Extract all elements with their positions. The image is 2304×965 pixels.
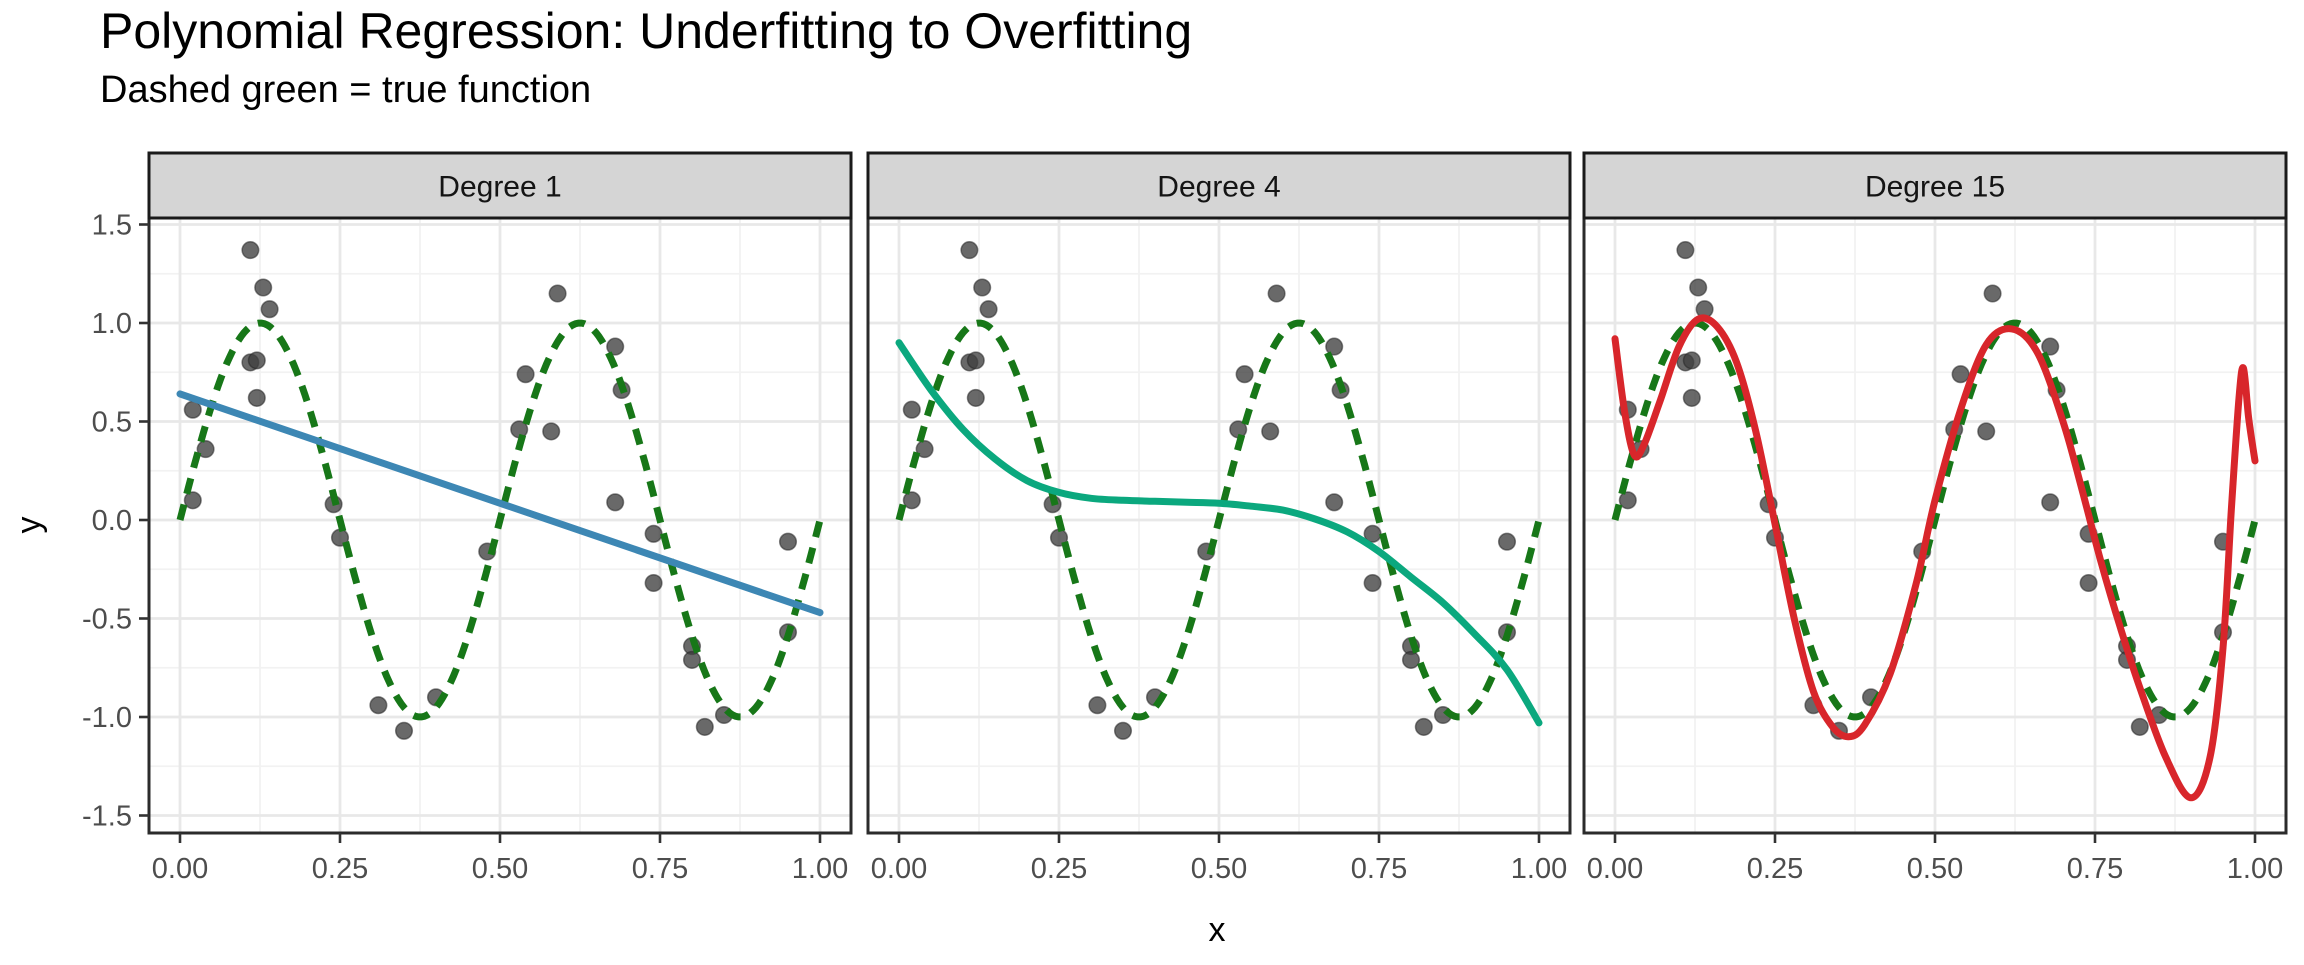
y-tick-label: -1.0 [82,702,132,734]
fit-curve [1611,314,2259,802]
data-point [254,278,273,297]
data-point [247,388,266,407]
data-point [682,650,702,669]
data-point [973,278,992,297]
x-tick-label: 0.25 [312,853,368,885]
data-point [606,337,625,356]
data-point [260,300,279,319]
true-function-curve [176,319,824,721]
data-point [902,491,921,510]
data-point [644,524,663,543]
data-point [1977,422,1996,441]
data-point [183,491,202,510]
data-point [902,400,921,419]
x-tick-label: 1.00 [1511,853,1567,885]
true-function-curve [1611,319,2259,721]
points-layer [183,241,798,740]
y-tick-label: 1.0 [92,308,132,340]
data-point [1325,337,1344,356]
data-point [1689,278,1708,297]
data-point [1682,351,1701,370]
y-tick-label: -0.5 [82,604,132,636]
data-point [1363,573,1382,593]
data-point [542,422,561,441]
facet-panel: Degree 1 0.00 0.25 0.50 0.75 1.00 1.5 1.0 0.5 0.0… [82,151,853,885]
data-point [1261,422,1280,441]
data-point [548,284,567,303]
x-tick-label: 0.25 [1031,853,1087,885]
facet-strip-label: Degree 1 [438,171,561,204]
fit-curve [895,339,1543,727]
chart-subtitle: Dashed green = true function [100,69,591,111]
data-point [606,493,625,512]
true-function-curve [895,319,1543,721]
data-point [1618,491,1637,510]
x-tick-label: 1.00 [2227,853,2283,885]
data-point [1325,493,1344,512]
facet-strip-label: Degree 15 [1865,171,2005,204]
y-tick-label: -1.5 [82,801,132,833]
data-point [778,532,798,551]
panels-group: Degree 1 0.00 0.25 0.50 0.75 1.00 1.5 1.0 0.5 0.0… [82,151,2288,885]
data-point [966,351,985,370]
facet-strip-label: Degree 4 [1157,171,1280,204]
x-tick-label: 0.00 [152,853,208,885]
data-point [2041,337,2060,356]
data-point [1401,650,1421,669]
facet-panel: Degree 4 0.00 0.25 0.50 0.75 1.00 [866,151,1572,885]
x-tick-label: 0.75 [2067,853,2123,885]
data-point [1267,284,1286,303]
data-point [247,351,266,370]
x-tick-label: 1.00 [792,853,848,885]
chart-title: Polynomial Regression: Underfitting to O… [100,3,1192,59]
y-tick-label: 0.0 [92,505,132,537]
fit-curve [176,390,824,617]
data-point [1088,696,1107,715]
x-tick-label: 0.00 [871,853,927,885]
data-point [1113,721,1133,740]
data-point [960,241,979,260]
y-tick-label: 1.5 [92,210,132,242]
x-tick-label: 0.50 [472,853,528,885]
data-point [369,696,388,715]
y-axis-title: y [10,517,48,534]
x-tick-label: 0.00 [1587,853,1643,885]
data-point [644,573,663,593]
data-point [2041,493,2060,512]
x-tick-label: 0.50 [1191,853,1247,885]
data-point [394,721,414,740]
x-tick-label: 0.25 [1747,853,1803,885]
facet-strip [147,151,853,220]
data-point [241,241,260,260]
data-point [516,365,535,384]
x-axis-title: x [1209,911,1226,949]
data-point [1951,365,1970,384]
data-point [1235,365,1254,384]
facet-panel: Degree 15 0.00 0.25 0.50 0.75 1.00 [1582,151,2288,885]
facet-strip [866,151,1572,220]
data-point [2079,573,2098,593]
data-point [196,440,215,459]
data-point [1676,241,1695,260]
y-tick-label: 0.5 [92,407,132,439]
data-point [1497,532,1517,551]
x-tick-label: 0.75 [1351,853,1407,885]
points-layer [902,241,1517,740]
data-point [979,300,998,319]
data-point [915,440,934,459]
data-point [966,388,985,407]
data-point [1414,717,1433,736]
data-point [1983,284,2002,303]
x-tick-label: 0.75 [632,853,688,885]
facet-strip [1582,151,2288,220]
data-point [695,717,714,736]
data-point [2130,717,2149,736]
data-point [1682,388,1701,407]
x-tick-label: 0.50 [1907,853,1963,885]
